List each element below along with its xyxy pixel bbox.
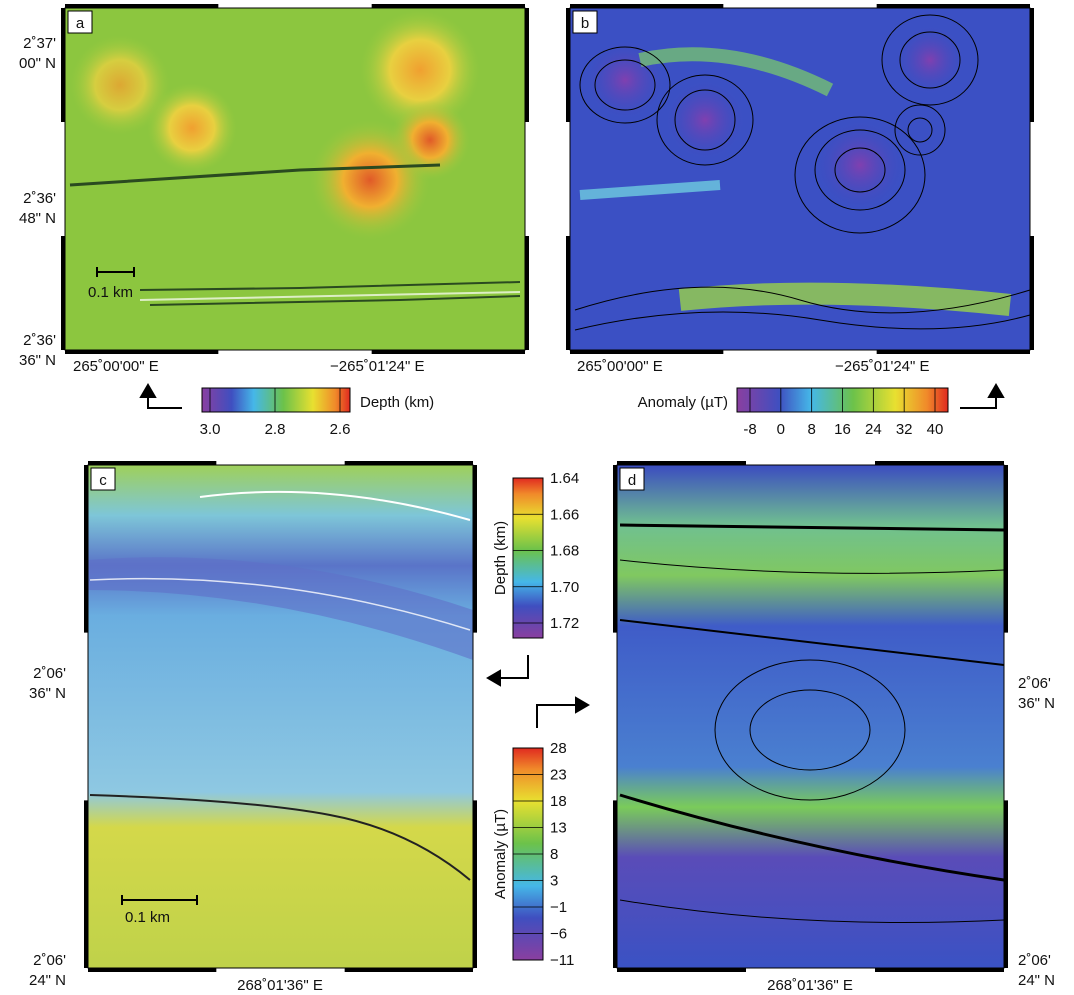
lat-label: 2˚36' [23, 190, 56, 207]
lat-label: 2˚37' [23, 35, 56, 52]
colorbar-tick-label: 8 [807, 421, 815, 438]
colorbar-tick-label: 1.72 [550, 615, 579, 632]
colorbar-tick-label: 32 [896, 421, 913, 438]
lat-label: 24" N [29, 972, 66, 989]
lat-label: 24" N [1018, 972, 1055, 989]
lon-label: −265˚01'24" E [330, 358, 425, 375]
lon-labels: 265˚00'00" E −265˚01'24" E 265˚00'00" E … [73, 358, 930, 994]
panel-label: b [581, 15, 589, 32]
colorbar-title: Depth (km) [492, 521, 509, 595]
lon-label: 268˚01'36" E [237, 977, 323, 994]
lat-label: 36" N [19, 352, 56, 369]
scale-label: 0.1 km [88, 284, 133, 301]
colorbar-tick-label: 16 [834, 421, 851, 438]
lon-label: 265˚00'00" E [577, 358, 663, 375]
scale-label: 0.1 km [125, 909, 170, 926]
lat-labels-a: 2˚37' 00" N 2˚36' 48" N 2˚36' 36" N 2˚06… [19, 35, 66, 989]
panel-label: c [99, 472, 107, 489]
colorbar-tick-label: 8 [550, 846, 558, 863]
lat-label: 2˚06' [1018, 675, 1051, 692]
lat-labels-d: 2˚06' 36" N 2˚06' 24" N [1018, 675, 1055, 989]
panel-label: a [76, 15, 85, 32]
colorbar-title: Depth (km) [360, 394, 434, 411]
lat-label: 2˚06' [33, 952, 66, 969]
map-c [88, 465, 473, 968]
colorbar-tick-label: 23 [550, 767, 567, 784]
map-a [65, 8, 525, 350]
colorbar-tick-label: -8 [743, 421, 756, 438]
colorbar-tick-label: 3 [550, 873, 558, 890]
colorbar-tick-label: 1.70 [550, 579, 579, 596]
map-d [617, 465, 1005, 968]
colorbar-tick-label: 28 [550, 740, 567, 757]
lon-label: 268˚01'36" E [767, 977, 853, 994]
colorbar-tick-label: 0 [777, 421, 785, 438]
colorbar-tick-label: 1.66 [550, 506, 579, 523]
frame [569, 7, 1031, 351]
colorbar-tick-label: 3.0 [200, 421, 221, 438]
colorbar-tick-label: 1.64 [550, 470, 579, 487]
colorbar-a: Depth (km) [201, 387, 434, 413]
colorbar-tick-label: 24 [865, 421, 882, 438]
frame [616, 464, 1005, 969]
lon-label: 265˚00'00" E [73, 358, 159, 375]
lat-label: 2˚36' [23, 332, 56, 349]
colorbar-tick-label: −6 [550, 926, 567, 943]
colorbar-tick-label: −11 [550, 952, 574, 969]
colorbar-tick-label: 40 [927, 421, 944, 438]
colorbar-tick-label: 13 [550, 820, 567, 837]
panel-label: d [628, 472, 636, 489]
map-b [570, 8, 1031, 350]
colorbar-tick-label: 1.68 [550, 543, 579, 560]
lat-label: 00" N [19, 55, 56, 72]
colorbar-b: Anomaly (µT) [638, 387, 949, 413]
colorbar-tick-label: 2.8 [265, 421, 286, 438]
lat-label: 36" N [1018, 695, 1055, 712]
frame [87, 464, 474, 969]
map-frames [61, 4, 1034, 972]
colorbar-tick-label: 2.6 [330, 421, 351, 438]
colorbar-title: Anomaly (µT) [492, 809, 509, 899]
colorbar-tick-label: 18 [550, 793, 567, 810]
lat-label: 48" N [19, 210, 56, 227]
panel-letters: a b c d [67, 10, 645, 491]
lat-label: 2˚06' [1018, 952, 1051, 969]
lat-label: 2˚06' [33, 665, 66, 682]
arrows [139, 383, 1005, 728]
lon-label: −265˚01'24" E [835, 358, 930, 375]
colorbar-c: Depth (km) [492, 477, 544, 639]
colorbar-title: Anomaly (µT) [638, 394, 728, 411]
frame [64, 7, 526, 351]
colorbar-ticks: 3.0 2.8 2.6 -8 0 8 16 24 32 40 1.64 1.66 1.68 1.70 1.7… [200, 388, 944, 969]
colorbar-tick-label: −1 [550, 899, 567, 916]
lat-label: 36" N [29, 685, 66, 702]
